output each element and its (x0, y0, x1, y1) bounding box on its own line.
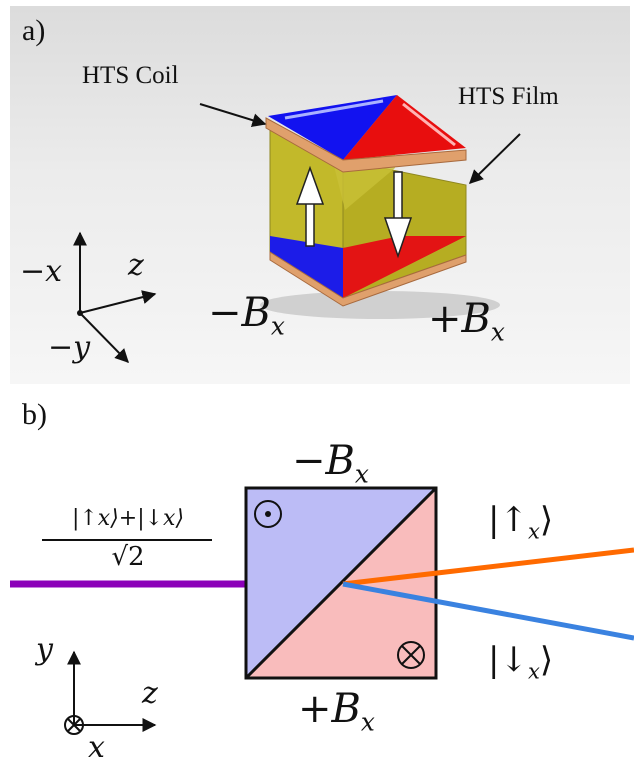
axis-b-x: x (88, 730, 105, 765)
field-plus-bx-a: +Bx (428, 296, 505, 347)
axis-b-z: z (142, 676, 158, 711)
down-beam (342, 581, 634, 641)
axis-a-minus-x: −x (20, 254, 63, 289)
input-state-denominator: √2 (111, 542, 145, 572)
input-state-numerator: |↑x⟩+|↓x⟩ (71, 506, 185, 531)
coil-top-rim (265, 117, 467, 173)
panel-a-label: a) (22, 14, 46, 47)
hts-coil-label: HTS Coil (82, 62, 179, 89)
coil-bottom-rim (269, 251, 467, 307)
region-divider (244, 486, 438, 680)
out-state-up: |↑x⟩ (488, 500, 554, 544)
into-page-icon (397, 641, 425, 669)
axis-a-minus-y: −y (48, 330, 91, 365)
coil-bottom-blue (270, 236, 343, 298)
coil-top-red (343, 95, 466, 160)
hts-film-label: HTS Film (458, 83, 559, 110)
cube-shadow (260, 291, 500, 319)
panel-b-label: b) (22, 398, 47, 431)
axis-a-z: z (128, 248, 144, 283)
field-minus-bx-b: −Bx (292, 438, 369, 489)
deflection-square (244, 486, 438, 680)
axis-b-y: y (36, 632, 53, 667)
panel-a-axes (73, 231, 157, 364)
film-callout-arrow (469, 133, 521, 184)
field-minus-bx-a: −Bx (208, 290, 285, 341)
out-state-down: |↓x⟩ (488, 640, 554, 684)
field-arrow-up (295, 165, 325, 247)
panel-b-axes (64, 650, 157, 735)
coil-top-blue (268, 95, 397, 160)
up-beam (342, 547, 634, 587)
coil-callout-arrow (199, 103, 267, 127)
field-arrow-down (383, 171, 413, 259)
out-of-page-icon (254, 500, 282, 528)
field-plus-bx-b: +Bx (298, 686, 375, 737)
